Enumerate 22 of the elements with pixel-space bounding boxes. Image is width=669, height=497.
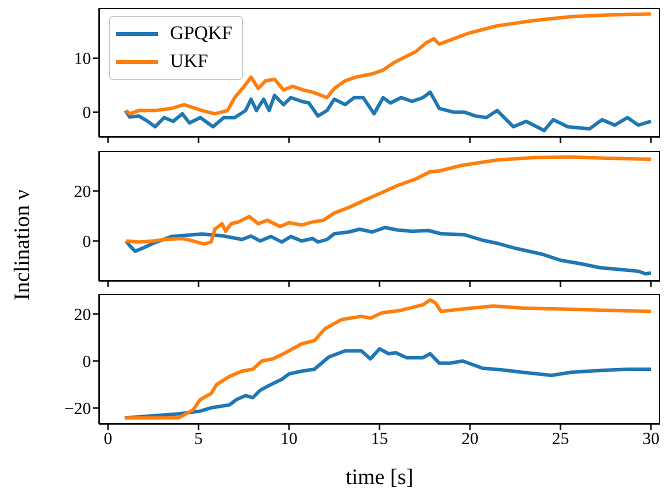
x-tick-label: 15 — [371, 429, 388, 448]
line-series — [124, 155, 653, 246]
y-tick-label: 0 — [82, 232, 91, 252]
x-tick-label: 20 — [461, 429, 478, 448]
y-tick-label: −20 — [64, 399, 91, 418]
y-axis-title: Inclination ν — [9, 190, 35, 300]
x-tick-label: 30 — [642, 429, 660, 448]
legend-label: UKF — [170, 51, 208, 73]
x-tick-label: 5 — [194, 429, 203, 448]
line-series — [124, 226, 653, 276]
y-tick-label: 20 — [74, 305, 91, 324]
legend-label: GPQKF — [170, 23, 232, 45]
y-tick-label: 0 — [82, 352, 91, 372]
x-tick-label: 0 — [104, 429, 112, 448]
y-tick-label: 0 — [82, 103, 91, 122]
x-tick-label: 25 — [552, 429, 569, 448]
y-tick-label: 10 — [74, 49, 91, 68]
line-series — [124, 12, 653, 116]
x-axis-title: time [s] — [346, 464, 414, 489]
y-tick-label: 20 — [74, 182, 91, 202]
line-series — [124, 90, 653, 132]
x-tick-label: 10 — [280, 429, 298, 448]
